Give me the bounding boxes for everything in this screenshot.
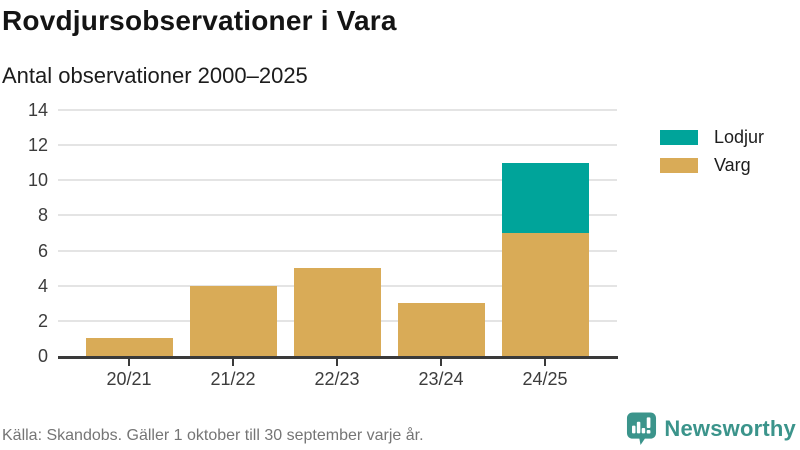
y-axis-label-0: 0 <box>37 346 48 366</box>
x-axis-label-24-25: 24/25 <box>522 369 568 389</box>
x-tick-23-24 <box>440 359 442 366</box>
legend-item-varg: Varg <box>660 155 764 175</box>
x-axis-line <box>58 356 618 359</box>
chart-subtitle: Antal observationer 2000–2025 <box>2 63 308 88</box>
source-text: Källa: Skandobs. Gäller 1 oktober till 3… <box>2 427 424 444</box>
x-axis-label-21-22: 21/22 <box>210 369 256 389</box>
x-axis-label-22-23: 22/23 <box>314 369 360 389</box>
y-axis-label-12: 12 <box>27 135 48 156</box>
newsworthy-bubble-chart-icon <box>626 411 657 446</box>
y-axis-label-6: 6 <box>37 240 48 261</box>
gridline-8 <box>58 214 617 217</box>
gridline-14 <box>58 109 617 111</box>
newsworthy-logo[interactable]: Newsworthy <box>626 411 796 446</box>
bar-segment-varg-22-23 <box>293 268 381 356</box>
gridline-6 <box>58 249 617 252</box>
legend-label-lodjur: Lodjur <box>714 127 765 147</box>
gridline-12 <box>58 144 617 147</box>
y-axis-label-14: 14 <box>27 100 48 120</box>
gridline-10 <box>58 179 617 182</box>
y-axis-label-4: 4 <box>37 275 48 296</box>
bar-segment-varg-24-25 <box>501 233 589 356</box>
y-axis-label-8: 8 <box>37 205 48 226</box>
chart-title: Rovdjursobservationer i Vara <box>2 5 397 36</box>
stacked-bar-chart: 0 2 4 6 8 10 12 14 20/21 21/22 22/23 23/24 24/25 <box>0 100 800 400</box>
y-axis-label-2: 2 <box>37 310 48 331</box>
x-tick-22-23 <box>336 359 338 366</box>
bar-segment-varg-21-22 <box>189 285 277 356</box>
newsworthy-wordmark: Newsworthy <box>664 415 796 441</box>
bar-segment-varg-23-24 <box>397 303 485 356</box>
chart-legend: Lodjur Varg <box>660 127 765 175</box>
legend-item-lodjur: Lodjur <box>660 127 765 147</box>
x-tick-20-21 <box>128 359 130 366</box>
bar-segment-varg-20-21 <box>85 338 173 356</box>
legend-swatch-lodjur <box>660 130 698 145</box>
x-axis-label-23-24: 23/24 <box>418 369 464 389</box>
x-axis-label-20-21: 20/21 <box>106 369 152 389</box>
legend-swatch-varg <box>660 158 698 173</box>
legend-label-varg: Varg <box>714 155 751 175</box>
y-axis-label-10: 10 <box>27 170 48 191</box>
x-tick-21-22 <box>232 359 234 366</box>
x-tick-24-25 <box>544 359 546 366</box>
bar-segment-lodjur-24-25 <box>501 162 589 233</box>
